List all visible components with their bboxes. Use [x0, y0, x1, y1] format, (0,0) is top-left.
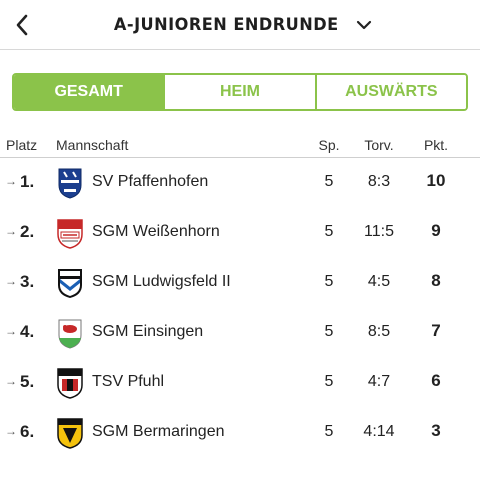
games-played: 5 [324, 273, 334, 290]
games-played: 5 [324, 373, 334, 390]
goal-ratio: 8:3 [367, 173, 391, 190]
column-header-mannschaft: Mannschaft [56, 137, 129, 153]
team-name: SGM Weißenhorn [92, 223, 220, 240]
goal-ratio: 4:7 [367, 373, 391, 390]
team-name: SGM Ludwigsfeld II [92, 273, 231, 290]
rank: 2. [20, 222, 35, 241]
column-header-platz: Platz [6, 137, 38, 153]
tsf-crest-icon [58, 269, 82, 298]
goal-ratio: 4:14 [363, 423, 395, 440]
chevron-down-icon [356, 20, 372, 30]
table-row[interactable]: → 2. SGM Weißenhorn 5 11:5 9 [0, 208, 480, 258]
team-name: TSV Pfuhl [92, 373, 165, 390]
tab-gesamt[interactable]: GESAMT [14, 75, 164, 109]
column-header-spiele: Sp. [318, 137, 340, 153]
table-row[interactable]: → 3. SGM Ludwigsfeld II 5 4:5 8 [0, 258, 480, 308]
einsingen-crest-icon [58, 319, 82, 349]
back-button[interactable] [8, 10, 36, 40]
tab-heim[interactable]: HEIM [163, 75, 315, 109]
tab-auswaerts[interactable]: AUSWÄRTS [314, 75, 466, 109]
bermaringen-crest-icon [57, 418, 83, 449]
games-played: 5 [324, 173, 334, 190]
rank: 3. [20, 272, 35, 291]
trend-arrow-icon: → [5, 174, 17, 188]
rank: 4. [20, 322, 35, 341]
points: 7 [431, 321, 441, 340]
team-name: SV Pfaffenhofen [92, 173, 209, 190]
rank: 6. [20, 422, 35, 441]
rank: 1. [20, 172, 35, 191]
points: 6 [431, 371, 441, 390]
goal-ratio: 11:5 [364, 223, 394, 240]
table-header: Platz Mannschaft Sp. Torv. Pkt. [0, 132, 480, 158]
competition-selector[interactable]: A-JUNIOREN ENDRUNDE [0, 0, 480, 50]
table-row[interactable]: → 1. SV Pfaffenhofen 5 8:3 10 [0, 158, 480, 208]
view-tabs: GESAMT HEIM AUSWÄRTS [12, 73, 468, 111]
page-title: A-JUNIOREN ENDRUNDE [113, 15, 339, 35]
trend-arrow-icon: → [5, 324, 17, 338]
column-header-punkte: Pkt. [423, 137, 449, 153]
tsv-pfuhl-crest-icon [57, 368, 83, 399]
trend-arrow-icon: → [5, 224, 17, 238]
games-played: 5 [324, 223, 334, 240]
games-played: 5 [324, 423, 334, 440]
team-name: SGM Einsingen [92, 323, 204, 340]
team-name: SGM Bermaringen [92, 423, 225, 440]
sv-pfaffenhofen-crest-icon [58, 168, 82, 199]
points: 3 [431, 421, 441, 440]
table-row[interactable]: → 4. SGM Einsingen 5 8:5 7 [0, 308, 480, 358]
goal-ratio: 8:5 [367, 323, 391, 340]
games-played: 5 [324, 323, 334, 340]
app-header: A-JUNIOREN ENDRUNDE [0, 0, 480, 50]
goal-ratio: 4:5 [367, 273, 391, 290]
trend-arrow-icon: → [5, 424, 17, 438]
table-row[interactable]: → 5. TSV Pfuhl 5 4:7 6 [0, 358, 480, 408]
chevron-left-icon [16, 14, 28, 36]
points: 8 [431, 271, 441, 290]
points: 9 [431, 221, 441, 240]
column-header-torverhaeltnis: Torv. [364, 137, 394, 153]
rank: 5. [20, 372, 35, 391]
trend-arrow-icon: → [5, 274, 17, 288]
table-row[interactable]: → 6. SGM Bermaringen 5 4:14 3 [0, 408, 480, 458]
trend-arrow-icon: → [5, 374, 17, 388]
points: 10 [426, 171, 446, 190]
fvw-crest-icon [57, 219, 83, 249]
